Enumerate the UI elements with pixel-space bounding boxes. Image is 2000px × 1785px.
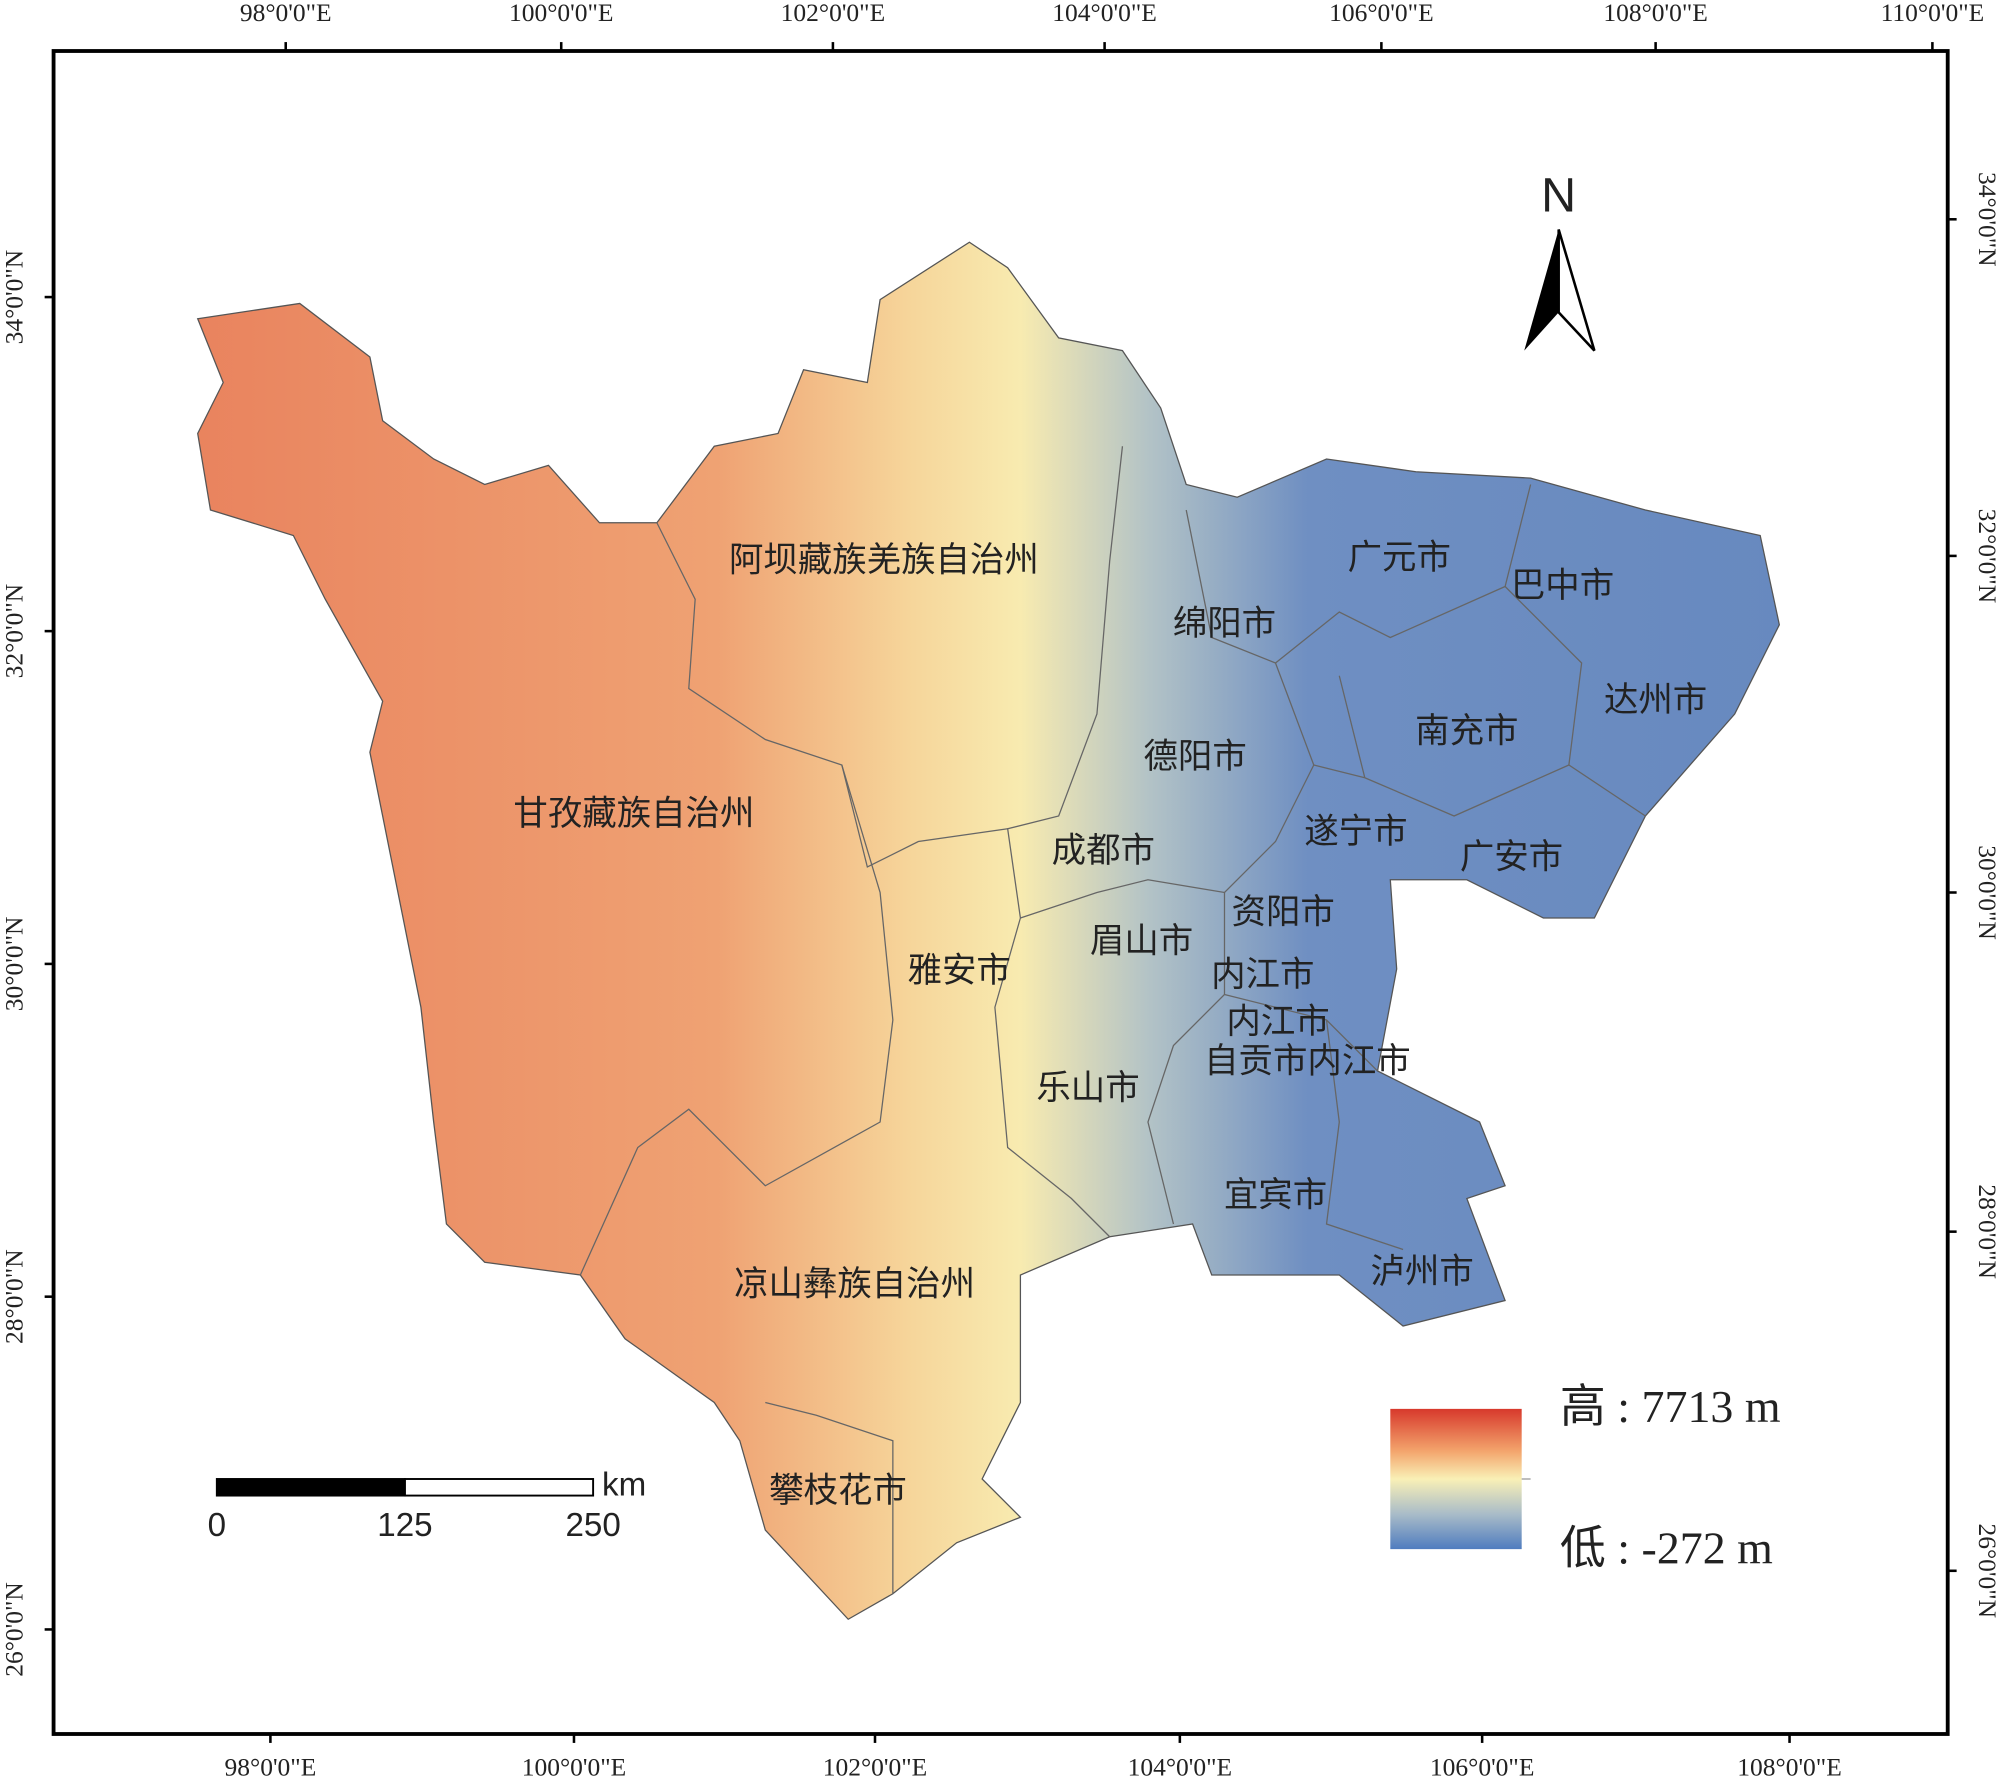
graticule-left-label: 30°0'0"N [0, 917, 28, 1012]
scale-segment [215, 1478, 406, 1497]
region-label: 广安市 [1460, 839, 1563, 877]
region-label: 资阳市 [1232, 893, 1335, 931]
region-label: 遂宁市 [1304, 813, 1407, 851]
region-label: 阿坝藏族羌族自治州 [729, 541, 1039, 579]
graticule-left-label: 28°0'0"N [0, 1249, 28, 1344]
graticule-right-label: 32°0'0"N [1973, 509, 2000, 604]
graticule-top-label: 100°0'0"E [509, 0, 614, 27]
legend-low: 低 : -272 m [1560, 1522, 1773, 1573]
north-arrow-right [1557, 229, 1596, 352]
graticule-top-label: 104°0'0"E [1052, 0, 1157, 27]
graticule-left-label: 34°0'0"N [0, 250, 28, 345]
region-label: 南充市 [1415, 712, 1518, 750]
region-label: 泸州市 [1371, 1253, 1474, 1291]
graticule-bottom-label: 108°0'0"E [1737, 1753, 1842, 1782]
region-label: 内江市 [1211, 956, 1314, 994]
region-label: 自贡市内江市 [1204, 1043, 1411, 1081]
scale-tick-label: 125 [377, 1507, 432, 1544]
district-boundaries [579, 446, 1646, 1594]
region-label: 内江市 [1226, 1003, 1329, 1041]
graticule-left-label: 32°0'0"N [0, 584, 28, 679]
region-label: 攀枝花市 [769, 1472, 907, 1510]
graticule-right-label: 28°0'0"N [1973, 1184, 2000, 1279]
graticule-left-label: 26°0'0"N [0, 1582, 28, 1677]
graticule-bottom-label: 102°0'0"E [823, 1753, 928, 1782]
graticule-top-label: 108°0'0"E [1603, 0, 1708, 27]
scale-segment [404, 1478, 595, 1497]
graticule-bottom-label: 100°0'0"E [522, 1753, 627, 1782]
region-label: 宜宾市 [1224, 1176, 1327, 1214]
graticule-top-label: 102°0'0"E [781, 0, 886, 27]
north-arrow-left [1524, 229, 1559, 351]
legend-high: 高 : 7713 m [1560, 1381, 1781, 1432]
region-label: 德阳市 [1144, 738, 1247, 776]
scale-tick-label: 250 [565, 1507, 620, 1544]
graticule-right-label: 26°0'0"N [1973, 1523, 2000, 1618]
region-label: 凉山彝族自治州 [734, 1266, 975, 1304]
graticule-right-label: 30°0'0"N [1973, 845, 2000, 940]
region-label: 甘孜藏族自治州 [513, 795, 754, 833]
north-label: N [1541, 169, 1576, 223]
region-label: 绵阳市 [1173, 605, 1276, 643]
legend-ramp [1390, 1408, 1522, 1550]
region-label: 巴中市 [1511, 567, 1614, 605]
graticule-top-label: 106°0'0"E [1329, 0, 1434, 27]
graticule-top-label: 98°0'0"E [240, 0, 332, 27]
scale-tick-label: 0 [208, 1507, 226, 1544]
region-label: 眉山市 [1090, 923, 1193, 961]
graticule-right-label: 34°0'0"N [1973, 172, 2000, 267]
region-label: 乐山市 [1036, 1069, 1139, 1107]
graticule-top-label: 110°0'0"E [1881, 0, 1985, 27]
graticule-bottom-label: 104°0'0"E [1128, 1753, 1233, 1782]
region-label: 达州市 [1604, 682, 1707, 720]
graticule-bottom-label: 106°0'0"E [1430, 1753, 1535, 1782]
scale-unit: km [602, 1466, 646, 1503]
region-label: 广元市 [1348, 539, 1451, 577]
graticule-bottom-label: 98°0'0"E [225, 1753, 317, 1782]
region-label: 雅安市 [908, 952, 1011, 990]
region-label: 成都市 [1052, 832, 1155, 870]
